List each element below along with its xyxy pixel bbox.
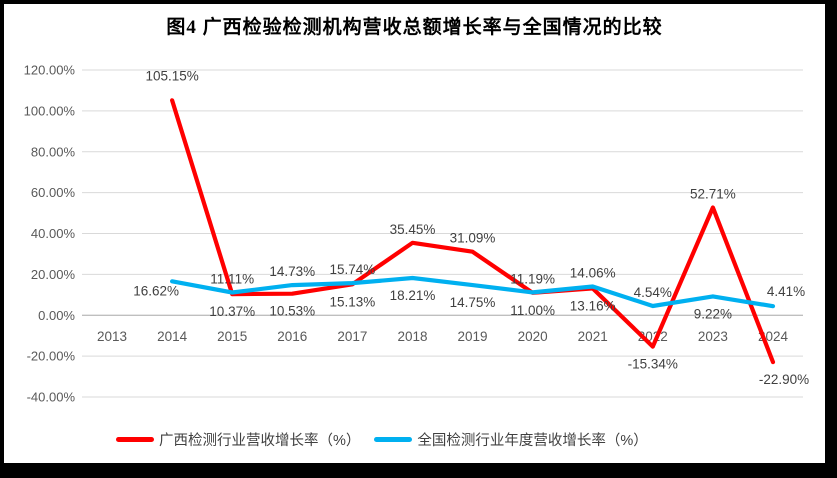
- red-line-swatch: [116, 437, 154, 442]
- legend-item-national[interactable]: 全国检测行业年度营收增长率（%）: [374, 429, 648, 450]
- x-axis-tick-label: 2014: [157, 329, 188, 344]
- legend-item-guangxi[interactable]: 广西检测行业营收增长率（%）: [116, 429, 360, 450]
- y-axis-tick-label: -20.00%: [27, 349, 76, 364]
- data-label: 4.41%: [767, 284, 805, 299]
- data-label: 18.21%: [390, 288, 436, 303]
- x-axis-tick-label: 2016: [277, 329, 307, 344]
- data-label: 105.15%: [145, 68, 198, 83]
- data-label: 11.19%: [510, 271, 555, 286]
- x-axis-tick-label: 2021: [578, 329, 608, 344]
- data-label: 10.53%: [269, 304, 315, 319]
- x-axis-tick-label: 2023: [698, 329, 728, 344]
- x-axis-tick-label: 2019: [457, 329, 487, 344]
- y-axis-tick-label: 100.00%: [24, 103, 76, 118]
- data-label: 9.22%: [694, 306, 732, 321]
- data-label: 13.16%: [570, 298, 616, 313]
- data-label: -22.90%: [759, 372, 809, 387]
- chart-title: 图4 广西检验检测机构营收总额增长率与全国情况的比较: [166, 17, 663, 38]
- y-axis-tick-label: 80.00%: [31, 144, 76, 159]
- x-axis-tick-label: 2017: [337, 329, 367, 344]
- x-axis-tick-label: 2018: [397, 329, 427, 344]
- data-label: 11.11%: [210, 272, 254, 287]
- x-axis-tick-label: 2015: [217, 329, 247, 344]
- data-label: 52.71%: [690, 187, 736, 202]
- y-axis-tick-label: 0.00%: [38, 308, 75, 323]
- y-axis-tick-label: 40.00%: [31, 226, 76, 241]
- x-axis-tick-label: 2013: [97, 329, 127, 344]
- data-label: 11.00%: [510, 303, 555, 318]
- legend-label-guangxi: 广西检测行业营收增长率（%）: [159, 433, 361, 449]
- x-axis-tick-label: 2020: [518, 329, 548, 344]
- data-label: 16.62%: [133, 283, 179, 298]
- data-label: 4.54%: [634, 285, 672, 300]
- chart-canvas: 图4 广西检验检测机构营收总额增长率与全国情况的比较 120.00% 100.00…: [4, 4, 825, 463]
- legend-label-national: 全国检测行业年度营收增长率（%）: [417, 433, 648, 449]
- data-label: -15.34%: [628, 357, 678, 372]
- data-label: 15.74%: [330, 262, 376, 277]
- y-axis-tick-label: -40.00%: [27, 390, 76, 405]
- y-axis-tick-label: 120.00%: [24, 63, 76, 78]
- y-axis-tick-label: 20.00%: [31, 267, 76, 282]
- data-label: 35.45%: [390, 222, 436, 237]
- data-label: 14.06%: [570, 266, 616, 281]
- data-label: 15.13%: [330, 294, 376, 309]
- line-chart: 120.00% 100.00% 80.00% 60.00% 40.00% 20.00% 0.…: [24, 63, 809, 405]
- series-line-0[interactable]: [170, 98, 776, 365]
- series-line-1[interactable]: [170, 275, 776, 309]
- data-label: 14.75%: [450, 295, 496, 310]
- data-label: 10.37%: [209, 304, 255, 319]
- data-label: 14.73%: [269, 264, 315, 279]
- data-label: 31.09%: [450, 231, 496, 246]
- blue-line-swatch: [374, 437, 413, 442]
- chart-legend: 广西检测行业营收增长率（%） 全国检测行业年度营收增长率（%）: [116, 429, 648, 450]
- y-axis-tick-label: 60.00%: [31, 185, 76, 200]
